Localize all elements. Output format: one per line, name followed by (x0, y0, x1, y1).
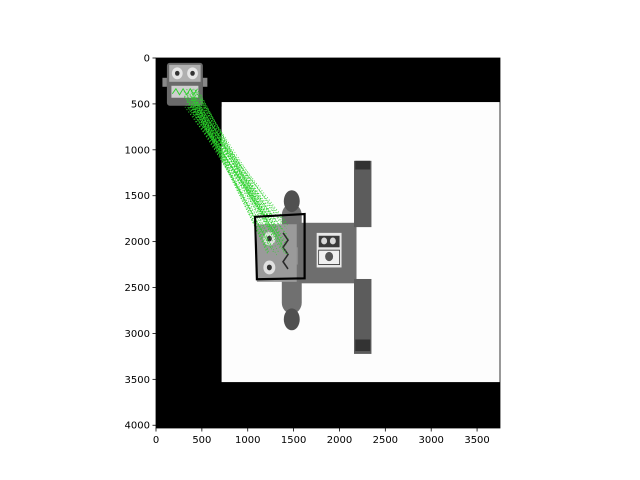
detected-region-outline (253, 212, 306, 281)
match-line (195, 91, 280, 237)
match-line (192, 102, 285, 253)
match-line (189, 95, 269, 253)
scene-robot (256, 160, 372, 354)
y-tick-label: 4000 (125, 421, 150, 432)
y-tick-label: 3000 (125, 329, 150, 340)
match-line (186, 94, 268, 241)
robot-right-arm (354, 160, 372, 354)
match-line (191, 106, 280, 237)
match-line (197, 91, 271, 219)
match-line (192, 93, 276, 238)
match-line (192, 89, 273, 237)
x-tick-label: 2500 (373, 435, 398, 446)
y-tick-label: 500 (131, 99, 150, 110)
match-line (185, 92, 277, 223)
y-axis: 0 500 1000 1500 2000 2500 3000 3500 4000 (125, 54, 156, 432)
plot-area (156, 58, 500, 428)
match-line (193, 105, 286, 225)
match-line (184, 96, 282, 243)
y-tick-label: 1500 (125, 191, 150, 202)
x-tick-label: 1500 (281, 435, 306, 446)
match-line (194, 96, 273, 248)
y-tick-label: 3500 (125, 375, 150, 386)
y-tick-label: 0 (144, 54, 150, 65)
x-tick-label: 3500 (464, 435, 489, 446)
robot-body (299, 222, 357, 284)
x-tick-label: 500 (192, 435, 211, 446)
y-tick-label: 2000 (125, 237, 150, 248)
y-tick-label: 2500 (125, 283, 150, 294)
match-line (195, 91, 282, 226)
x-tick-label: 2000 (327, 435, 352, 446)
match-line (186, 102, 272, 247)
match-line (184, 106, 269, 222)
x-tick-label: 0 (153, 435, 159, 446)
match-line (188, 107, 281, 234)
y-tick-label: 1000 (125, 145, 150, 156)
match-line (193, 88, 274, 232)
x-axis: 0 500 1000 1500 2000 2500 3000 3500 (153, 428, 490, 446)
match-line (186, 99, 274, 220)
match-line (187, 106, 278, 228)
match-line (191, 99, 288, 223)
match-line (192, 97, 287, 246)
match-line (183, 91, 283, 245)
x-tick-label: 1000 (235, 435, 260, 446)
match-line (194, 89, 276, 223)
match-line (190, 92, 276, 221)
axes-frame (155, 57, 501, 429)
match-line (200, 99, 268, 234)
match-line (191, 103, 275, 254)
match-line (200, 106, 284, 243)
match-line (193, 109, 281, 250)
template-robot-face (162, 62, 208, 106)
match-line (184, 95, 272, 230)
match-line (189, 88, 268, 247)
x-tick-label: 3000 (418, 435, 443, 446)
match-line (185, 104, 287, 229)
